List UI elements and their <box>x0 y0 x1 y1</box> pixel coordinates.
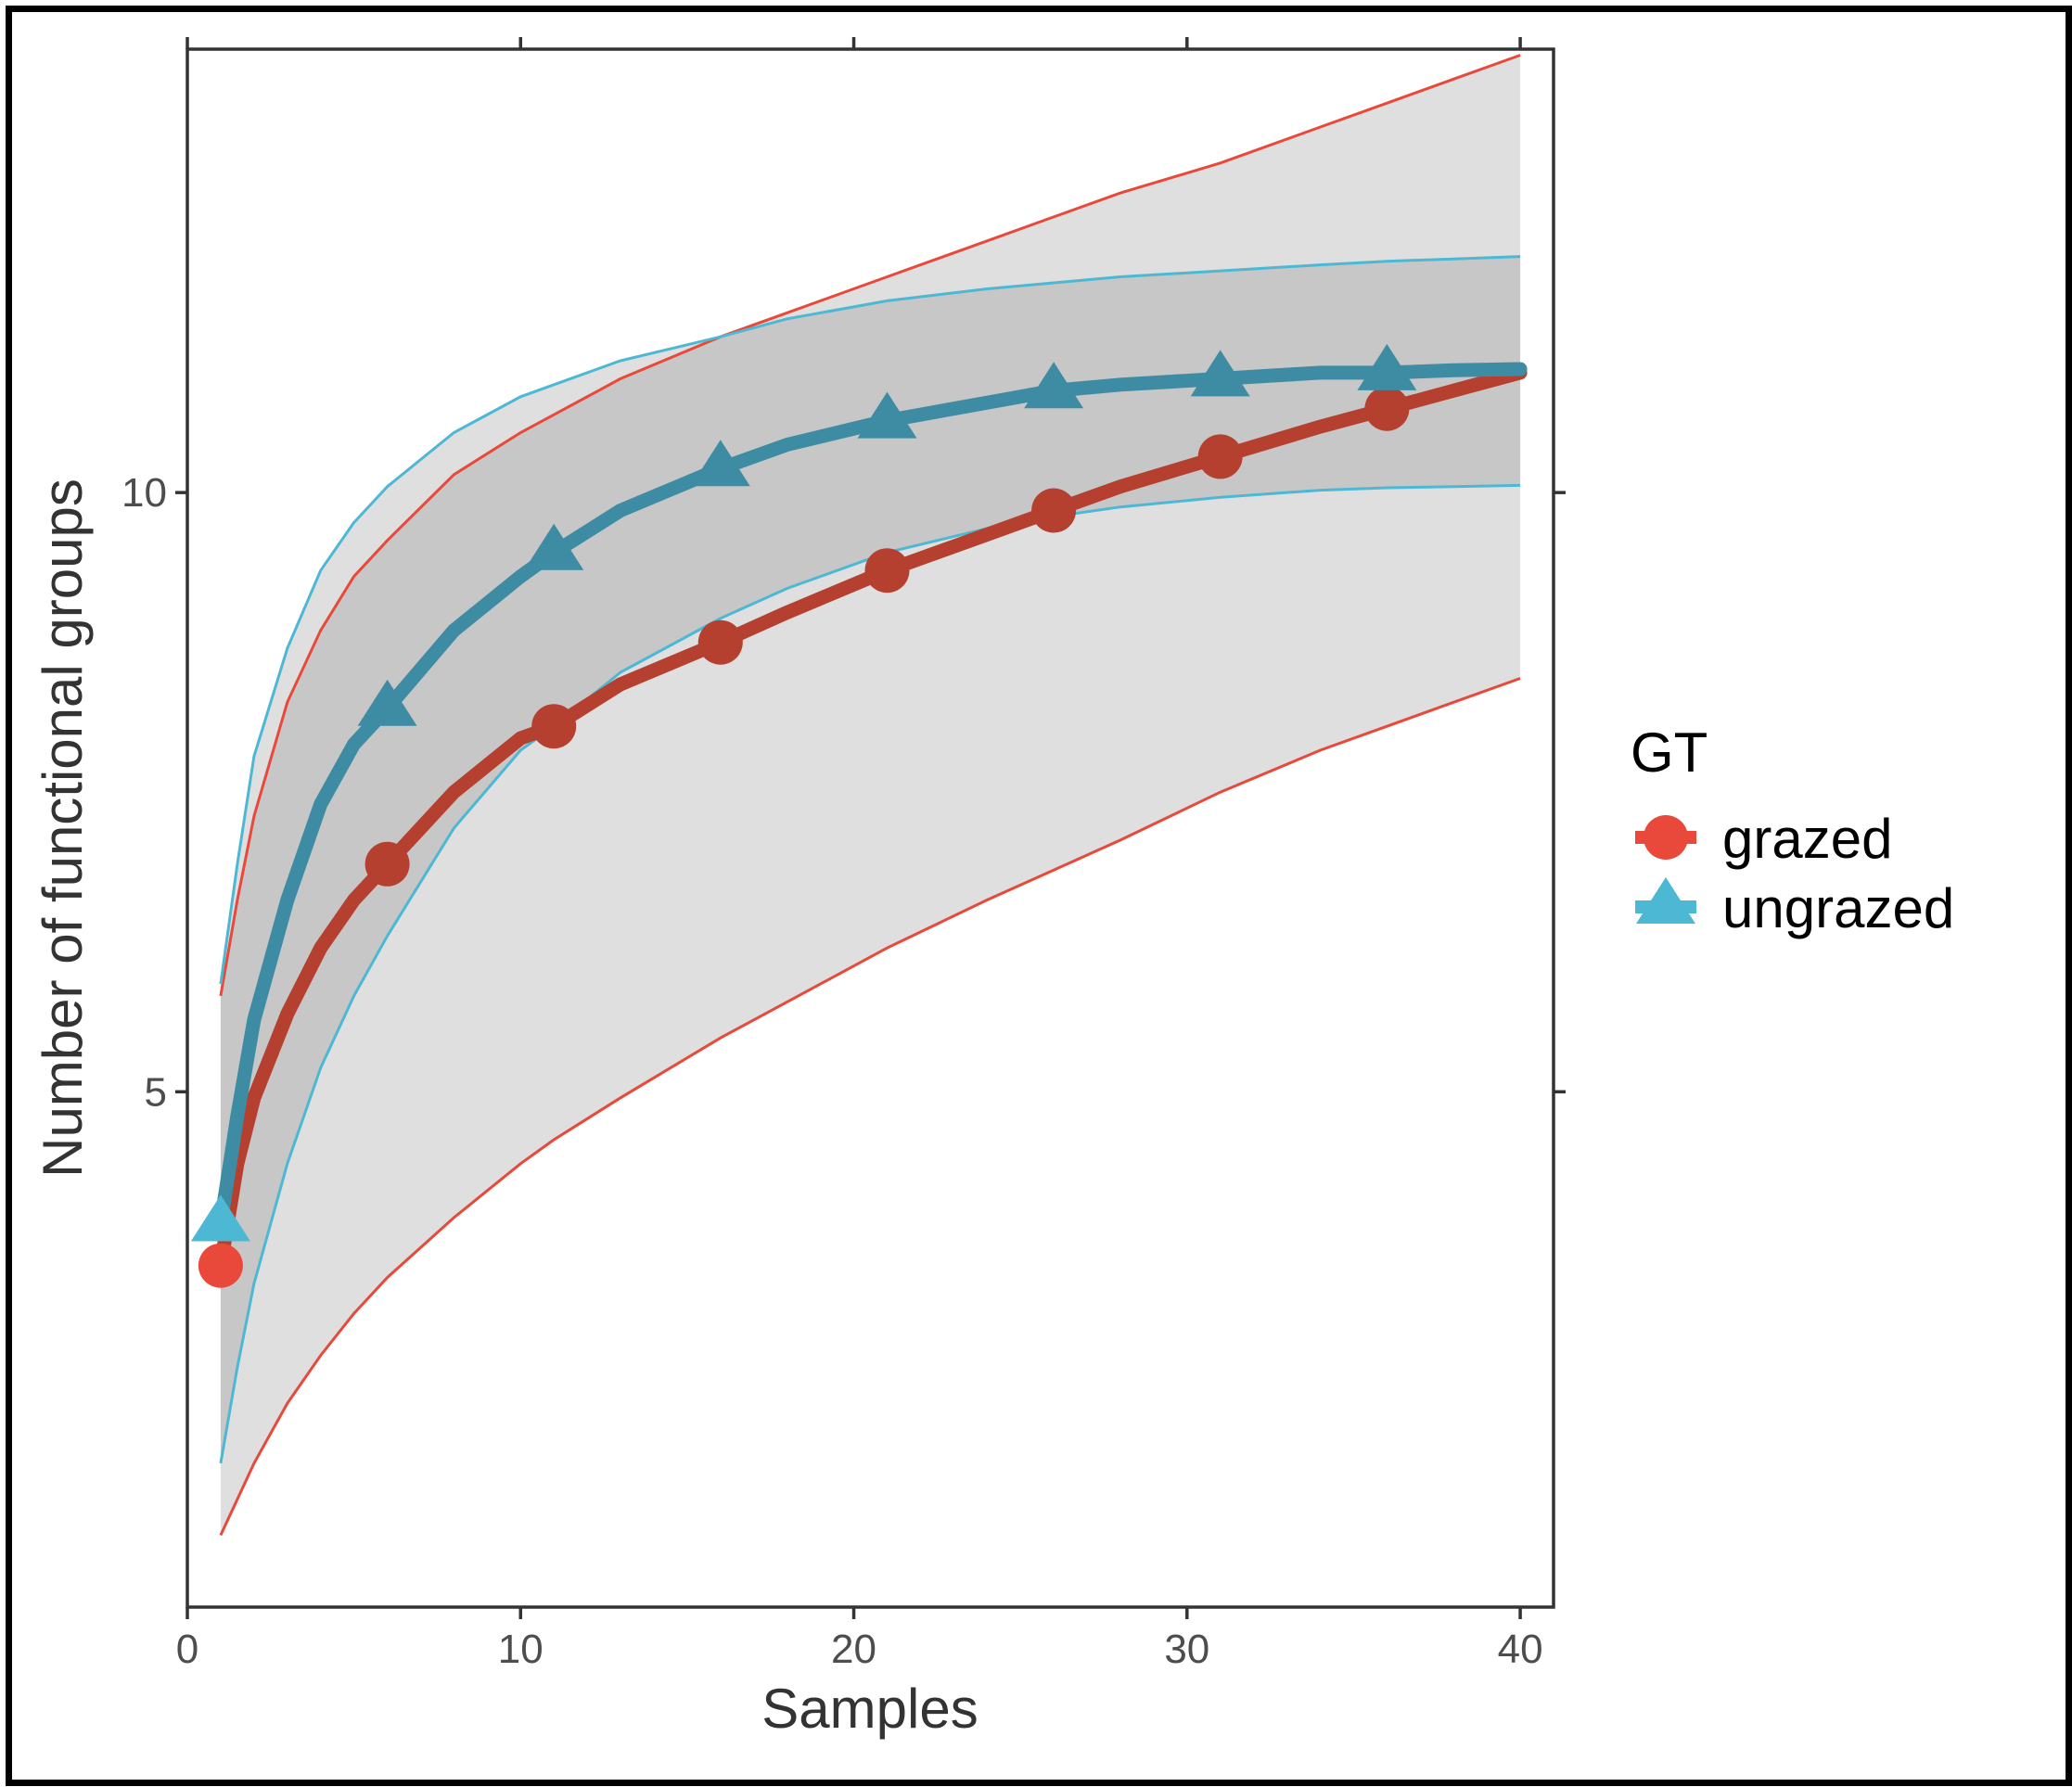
legend-label-grazed: grazed <box>1722 808 1892 870</box>
point-ungrazed <box>190 1194 250 1242</box>
point-ungrazed <box>690 440 750 487</box>
plot-panel-border <box>185 47 1555 1609</box>
confidence-bands <box>220 55 1521 1536</box>
legend-key-ungrazed <box>1635 877 1696 924</box>
legend-key-grazed-marker <box>1644 815 1688 860</box>
x-tick-label: 30 <box>1164 1627 1209 1672</box>
legend-key-grazed <box>1635 815 1696 860</box>
upper-bound-ungrazed <box>219 255 1521 985</box>
series-line-ungrazed <box>213 362 1528 1231</box>
y-tick-label: 5 <box>145 1069 167 1115</box>
axis-ticks: 0 10 20 30 40 5 10 <box>122 37 1566 1672</box>
x-tick-label: 10 <box>498 1627 544 1672</box>
point-ungrazed <box>1024 362 1084 409</box>
lower-bound-ungrazed <box>219 483 1521 1464</box>
legend-key-ungrazed-marker <box>1636 877 1695 924</box>
y-tick-label: 10 <box>122 470 167 516</box>
point-ungrazed <box>857 391 917 439</box>
y-axis-title: Number of functional groups <box>32 479 94 1178</box>
point-ungrazed <box>524 523 584 570</box>
x-tick-label: 40 <box>1498 1627 1543 1672</box>
series-line-grazed <box>213 365 1528 1273</box>
confidence-band-grazed <box>220 55 1521 1536</box>
point-grazed <box>1031 488 1077 533</box>
point-ungrazed <box>357 679 417 726</box>
legend-title: GT <box>1631 721 1707 784</box>
series-markers <box>190 343 1417 1288</box>
x-tick-label: 20 <box>831 1627 876 1672</box>
point-grazed <box>697 619 743 665</box>
upper-bound-grazed <box>219 54 1521 997</box>
legend-label-ungrazed: ungrazed <box>1722 877 1954 939</box>
point-grazed <box>531 704 577 749</box>
confidence-band-edges <box>219 54 1521 1537</box>
lower-bound-grazed <box>219 677 1521 1537</box>
x-axis-title: Samples <box>761 1678 978 1740</box>
point-ungrazed <box>1190 350 1250 397</box>
series-lines <box>213 362 1528 1273</box>
point-grazed <box>1197 434 1243 479</box>
point-grazed <box>198 1243 243 1288</box>
point-grazed <box>1364 386 1410 431</box>
legend: GT grazed ungrazed <box>1631 721 1954 939</box>
point-grazed <box>365 841 410 887</box>
axes <box>185 47 1555 1609</box>
point-ungrazed <box>1357 343 1417 390</box>
point-grazed <box>864 548 910 594</box>
x-tick-label: 0 <box>176 1627 198 1672</box>
